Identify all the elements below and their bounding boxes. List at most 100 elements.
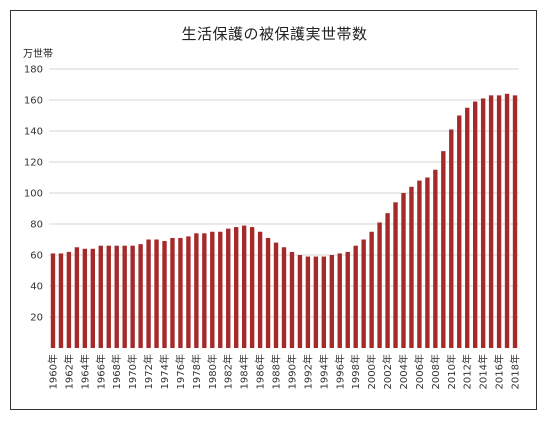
y-tick-label: 120 [24, 158, 43, 169]
bar-1980 [210, 231, 215, 348]
x-tick-label: 2014年 [477, 354, 490, 389]
x-tick-label: 1984年 [238, 354, 251, 389]
x-tick-label: 1972年 [142, 354, 155, 389]
bar-2013 [473, 101, 478, 348]
x-tick-label: 2008年 [429, 354, 442, 389]
bar-2005 [409, 186, 414, 348]
bar-1974 [162, 241, 167, 348]
bar-1961 [58, 253, 64, 348]
bars [50, 93, 518, 348]
bar-2007 [425, 177, 430, 348]
bar-1984 [241, 225, 247, 348]
bar-1992 [305, 256, 311, 348]
y-tick-label: 140 [24, 127, 43, 138]
y-tick-labels: 20 40 60 80 100 120 140 160 180 [24, 65, 43, 324]
x-tick-label: 1988年 [270, 354, 283, 389]
bar-1977 [186, 236, 191, 348]
bar-1993 [313, 256, 319, 348]
bar-1990 [289, 251, 295, 348]
bar-2004 [401, 193, 406, 348]
bar-1969 [122, 245, 127, 348]
x-tick-label: 2012年 [461, 354, 474, 389]
bar-1975 [170, 237, 175, 348]
bar-1966 [98, 245, 103, 348]
bar-2014 [480, 98, 486, 348]
bar-1976 [178, 237, 183, 348]
bar-1996 [337, 253, 342, 348]
x-tick-labels: 1960年 1962年 1964年 1966年 1968年 1970年 1972年 1974年… [46, 354, 521, 389]
x-tick-label: 1970年 [126, 354, 139, 389]
bar-1972 [146, 239, 151, 348]
x-tick-label: 1976年 [174, 354, 187, 389]
x-tick-label: 1966年 [94, 354, 107, 389]
bar-1971 [138, 244, 143, 348]
y-tick-label: 160 [24, 96, 43, 107]
x-tick-label: 1978年 [190, 354, 203, 389]
chart-frame: 生活保護の被保護実世帯数 万世帯 20 40 60 80 100 120 140 160 180… [10, 10, 537, 410]
x-tick-label: 2004年 [397, 354, 410, 389]
bar-1995 [329, 255, 334, 348]
y-axis-unit-label: 万世帯 [23, 49, 53, 60]
bar-1964 [82, 248, 88, 348]
bar-1983 [234, 227, 239, 348]
bar-2002 [385, 213, 390, 348]
bar-1986 [257, 231, 263, 348]
bar-1998 [353, 245, 358, 348]
bar-1987 [265, 237, 271, 348]
x-tick-label: 1980年 [206, 354, 219, 389]
x-tick-label: 1962年 [62, 354, 75, 389]
bar-2006 [417, 180, 422, 348]
x-tick-label: 2018年 [509, 354, 522, 389]
bar-1997 [345, 251, 350, 348]
x-tick-label: 1982年 [222, 354, 235, 389]
bar-2015 [488, 95, 494, 348]
y-tick-label: 20 [30, 313, 43, 324]
y-tick-label: 60 [30, 251, 43, 262]
y-tick-label: 100 [24, 189, 43, 200]
bar-2009 [441, 151, 446, 348]
x-tick-label: 2002年 [381, 354, 394, 389]
x-tick-label: 2016年 [493, 354, 506, 389]
x-tick-label: 1996年 [333, 354, 346, 389]
bar-1962 [66, 251, 72, 348]
bar-1970 [130, 245, 135, 348]
x-tick-label: 2006年 [413, 354, 426, 389]
bar-1979 [202, 233, 207, 348]
bar-1968 [114, 245, 119, 348]
bar-1982 [226, 228, 231, 348]
x-tick-label: 1998年 [349, 354, 362, 389]
y-tick-label: 40 [30, 282, 43, 293]
x-tick-label: 1990年 [285, 354, 298, 389]
bar-2001 [377, 222, 382, 348]
chart-title: 生活保護の被保護実世帯数 [181, 25, 368, 43]
bar-1991 [297, 255, 303, 348]
bar-1967 [106, 245, 111, 348]
x-tick-label: 1968年 [110, 354, 123, 389]
x-tick-label: 1994年 [317, 354, 330, 389]
y-tick-label: 180 [24, 65, 43, 76]
x-tick-label: 1992年 [301, 354, 314, 389]
bar-2012 [465, 107, 470, 348]
x-tick-label: 2000年 [365, 354, 378, 389]
bar-1988 [273, 242, 279, 348]
bar-1978 [194, 233, 199, 348]
x-tick-label: 1964年 [78, 354, 91, 389]
x-tick-label: 1974年 [158, 354, 171, 389]
bar-1965 [90, 248, 95, 348]
bar-2000 [369, 231, 374, 348]
bar-2003 [393, 202, 398, 348]
bar-2018 [512, 95, 518, 348]
x-tick-label: 1960年 [46, 354, 59, 389]
y-tick-label: 80 [30, 220, 43, 231]
bar-1960 [50, 253, 56, 348]
bar-1999 [361, 239, 366, 348]
bar-2016 [496, 95, 502, 348]
bar-2010 [449, 129, 454, 348]
bar-2011 [457, 115, 462, 348]
bar-1989 [281, 247, 287, 348]
bar-1994 [321, 256, 327, 348]
bar-1973 [154, 239, 159, 348]
bar-1985 [249, 227, 255, 348]
bar-2008 [433, 169, 438, 348]
